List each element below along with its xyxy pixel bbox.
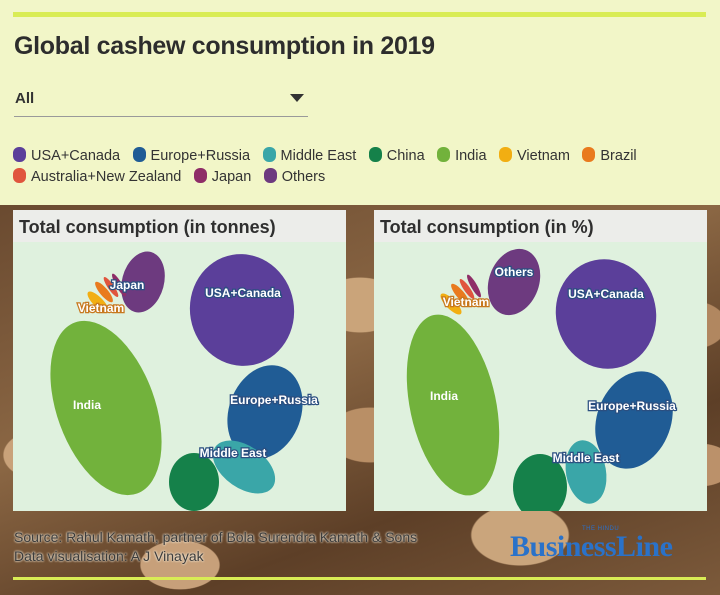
bottom-accent-bar <box>13 577 706 580</box>
legend-item[interactable]: Brazil <box>582 147 637 164</box>
filter-dropdown[interactable]: All <box>14 86 308 117</box>
bean-usa-canada[interactable] <box>181 246 303 374</box>
legend-item[interactable]: India <box>437 147 487 164</box>
legend-item[interactable]: USA+Canada <box>13 147 120 164</box>
bean-brazil[interactable] <box>449 281 472 306</box>
bean-china[interactable] <box>169 453 219 511</box>
bean-brazil[interactable] <box>93 279 116 304</box>
legend-swatch <box>437 147 451 162</box>
filter-selected-value: All <box>15 90 35 107</box>
legend-item[interactable]: Others <box>263 168 326 185</box>
legend-label: Others <box>281 169 326 185</box>
bean-india[interactable] <box>29 306 183 511</box>
chart-percent: USA+Canada Europe+Russia Middle East Ind… <box>392 242 686 511</box>
beans-layer <box>29 246 315 511</box>
label-india: India <box>73 398 101 412</box>
label-vietnam: Vietnam <box>78 301 124 315</box>
label-middle-east: Middle East <box>553 451 620 465</box>
page-title: Global cashew consumption in 2019 <box>14 32 435 60</box>
chart-title: Total consumption (in tonnes) <box>19 217 276 237</box>
legend-swatch <box>263 168 277 183</box>
bean-others[interactable] <box>479 242 549 323</box>
chart-title: Total consumption (in %) <box>380 217 594 237</box>
legend-item[interactable]: Australia+New Zealand <box>13 168 181 185</box>
legend-swatch <box>499 147 512 162</box>
legend-label: USA+Canada <box>31 148 121 164</box>
chevron-down-icon[interactable] <box>290 94 304 102</box>
logo-text: BusinessLine <box>510 530 673 563</box>
bean-india[interactable] <box>392 306 514 504</box>
legend: USA+Canada Europe+Russia Middle East Chi… <box>13 147 703 189</box>
chart-panel-tonnes: Total consumption (in tonnes) USA+Canada… <box>13 210 346 511</box>
legend-swatch <box>13 147 26 162</box>
legend-label: Vietnam <box>517 148 570 164</box>
bean-australia-nz[interactable] <box>458 277 477 300</box>
bean-europe-russia[interactable] <box>582 360 686 479</box>
label-middle-east: Middle East <box>200 446 267 460</box>
bean-middle-east[interactable] <box>203 430 284 505</box>
label-europe-russia: Europe+Russia <box>588 399 676 413</box>
credit-text: Data visualisation: A J Vinayak <box>14 548 204 564</box>
chart-tonnes: USA+Canada Europe+Russia Middle East Ind… <box>29 246 319 511</box>
label-india: India <box>430 389 458 403</box>
legend-label: India <box>455 148 487 164</box>
bean-usa-canada[interactable] <box>546 250 667 378</box>
source-note: Source: Rahul Kamath, partner of Bola Su… <box>14 528 417 566</box>
bean-vietnam[interactable] <box>85 289 112 316</box>
bean-japan[interactable] <box>465 273 483 299</box>
bean-japan[interactable] <box>110 272 128 298</box>
legend-label: Middle East <box>280 148 357 164</box>
bean-others[interactable] <box>115 247 172 318</box>
legend-item[interactable]: Japan <box>193 168 252 185</box>
bean-vietnam[interactable] <box>438 291 465 318</box>
logo-small-text: THE HINDU <box>582 526 620 532</box>
legend-item[interactable]: China <box>368 147 425 164</box>
panel-header: Total consumption (in %) <box>374 210 707 242</box>
beans-layer <box>392 242 686 511</box>
bean-china[interactable] <box>513 454 567 511</box>
legend-swatch <box>262 147 276 162</box>
bean-australia-nz[interactable] <box>102 275 121 298</box>
panel-header: Total consumption (in tonnes) <box>13 210 346 242</box>
legend-item[interactable]: Vietnam <box>499 147 570 164</box>
top-accent-bar <box>13 12 706 17</box>
label-japan: Japan <box>110 278 145 292</box>
source-text: Source: Rahul Kamath, partner of Bola Su… <box>14 529 418 545</box>
label-usa-canada: USA+Canada <box>568 287 644 301</box>
label-others: Others <box>495 265 534 279</box>
labels-layer: USA+Canada Europe+Russia Middle East Ind… <box>73 277 319 462</box>
legend-swatch <box>193 168 207 183</box>
legend-swatch <box>582 147 596 162</box>
chart-panel-percent: Total consumption (in %) USA+Canada Euro… <box>374 210 707 511</box>
label-europe-russia: Europe+Russia <box>230 393 318 407</box>
businessline-logo: THE HINDU BusinessLine <box>510 526 710 564</box>
legend-label: Australia+New Zealand <box>31 169 182 185</box>
legend-label: Europe+Russia <box>150 148 251 164</box>
legend-item[interactable]: Middle East <box>262 147 357 164</box>
legend-label: Brazil <box>600 148 637 164</box>
legend-swatch <box>132 147 146 162</box>
legend-label: China <box>386 148 425 164</box>
label-usa-canada: USA+Canada <box>205 286 281 300</box>
legend-label: Japan <box>211 169 252 185</box>
bean-middle-east[interactable] <box>561 437 612 507</box>
bean-europe-russia[interactable] <box>215 355 315 470</box>
legend-swatch <box>368 147 382 162</box>
labels-layer: USA+Canada Europe+Russia Middle East Ind… <box>430 264 677 467</box>
legend-swatch <box>13 168 26 183</box>
legend-item[interactable]: Europe+Russia <box>132 147 251 164</box>
label-vietnam: Vietnam <box>443 295 489 309</box>
